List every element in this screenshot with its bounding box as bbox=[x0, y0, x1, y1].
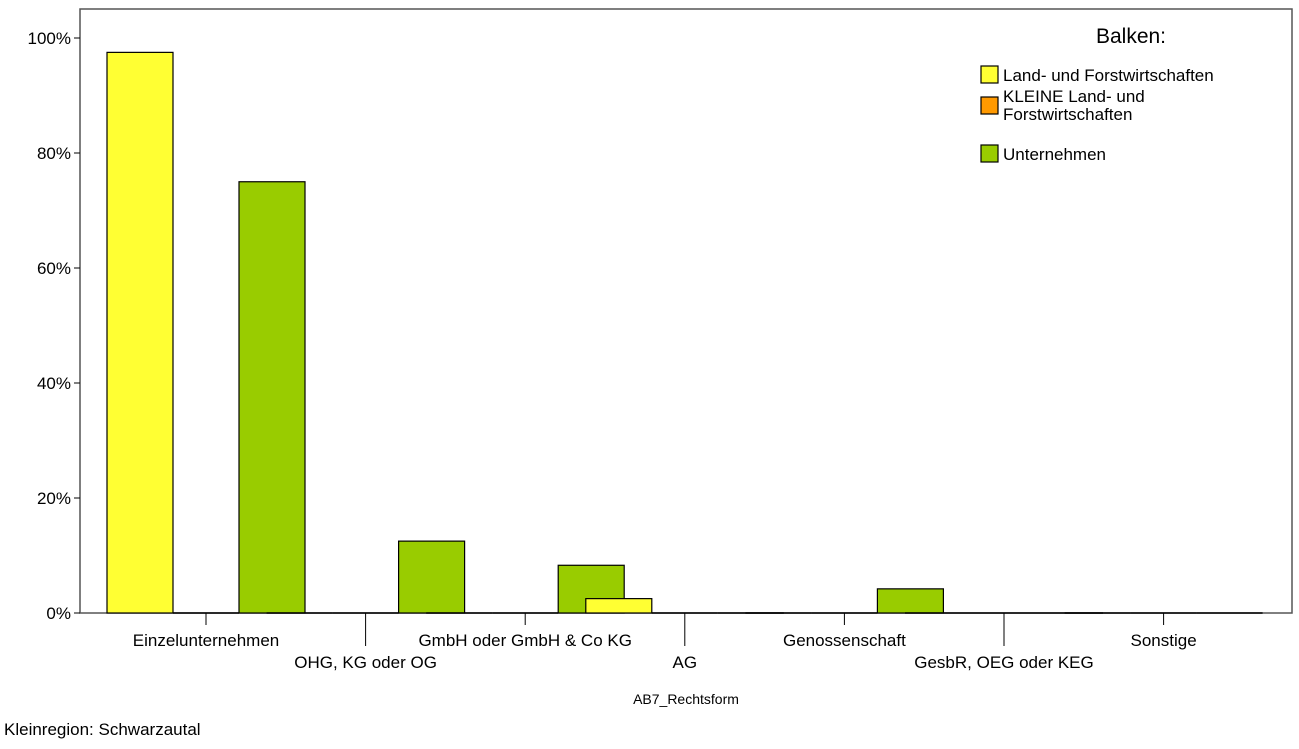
footnote: Kleinregion: Schwarzautal bbox=[4, 720, 201, 739]
x-tick-label: GesbR, OEG oder KEG bbox=[914, 653, 1094, 672]
legend-swatch bbox=[980, 96, 999, 115]
legend-swatch bbox=[980, 65, 999, 84]
y-tick-label: 0% bbox=[46, 604, 71, 623]
bar-4-2 bbox=[876, 588, 945, 614]
y-tick-label: 20% bbox=[37, 489, 71, 508]
bar-0-2 bbox=[238, 181, 306, 614]
x-tick-label: Sonstige bbox=[1131, 631, 1197, 650]
x-tick-label: Einzelunternehmen bbox=[133, 631, 279, 650]
x-tick-label: AG bbox=[673, 653, 698, 672]
legend-swatch bbox=[980, 144, 999, 163]
legend-label: KLEINE Land- und Forstwirtschaften bbox=[1003, 87, 1145, 124]
x-tick-label: OHG, KG oder OG bbox=[294, 653, 437, 672]
y-axis: 0% 20% 40% 60% 80% 100% bbox=[28, 29, 80, 623]
x-axis-title: AB7_Rechtsform bbox=[633, 691, 739, 707]
y-tick-label: 40% bbox=[37, 374, 71, 393]
x-axis: Einzelunternehmen OHG, KG oder OG GmbH ode… bbox=[133, 613, 1197, 672]
bar-1-2 bbox=[398, 540, 466, 614]
bar-0-0 bbox=[106, 51, 174, 614]
bar-3-0 bbox=[585, 598, 653, 614]
y-tick-label: 80% bbox=[37, 144, 71, 163]
x-tick-label: Genossenschaft bbox=[783, 631, 906, 650]
legend-label: Unternehmen bbox=[1003, 145, 1106, 164]
x-tick-label: GmbH oder GmbH & Co KG bbox=[418, 631, 632, 650]
y-tick-label: 60% bbox=[37, 259, 71, 278]
bars-group bbox=[106, 51, 1263, 614]
legend: Balken: Land- und Forstwirtschaften KLEIN… bbox=[980, 25, 1214, 164]
legend-label: Land- und Forstwirtschaften bbox=[1003, 66, 1214, 85]
legend-title: Balken: bbox=[1096, 25, 1166, 48]
y-tick-label: 100% bbox=[28, 29, 71, 48]
